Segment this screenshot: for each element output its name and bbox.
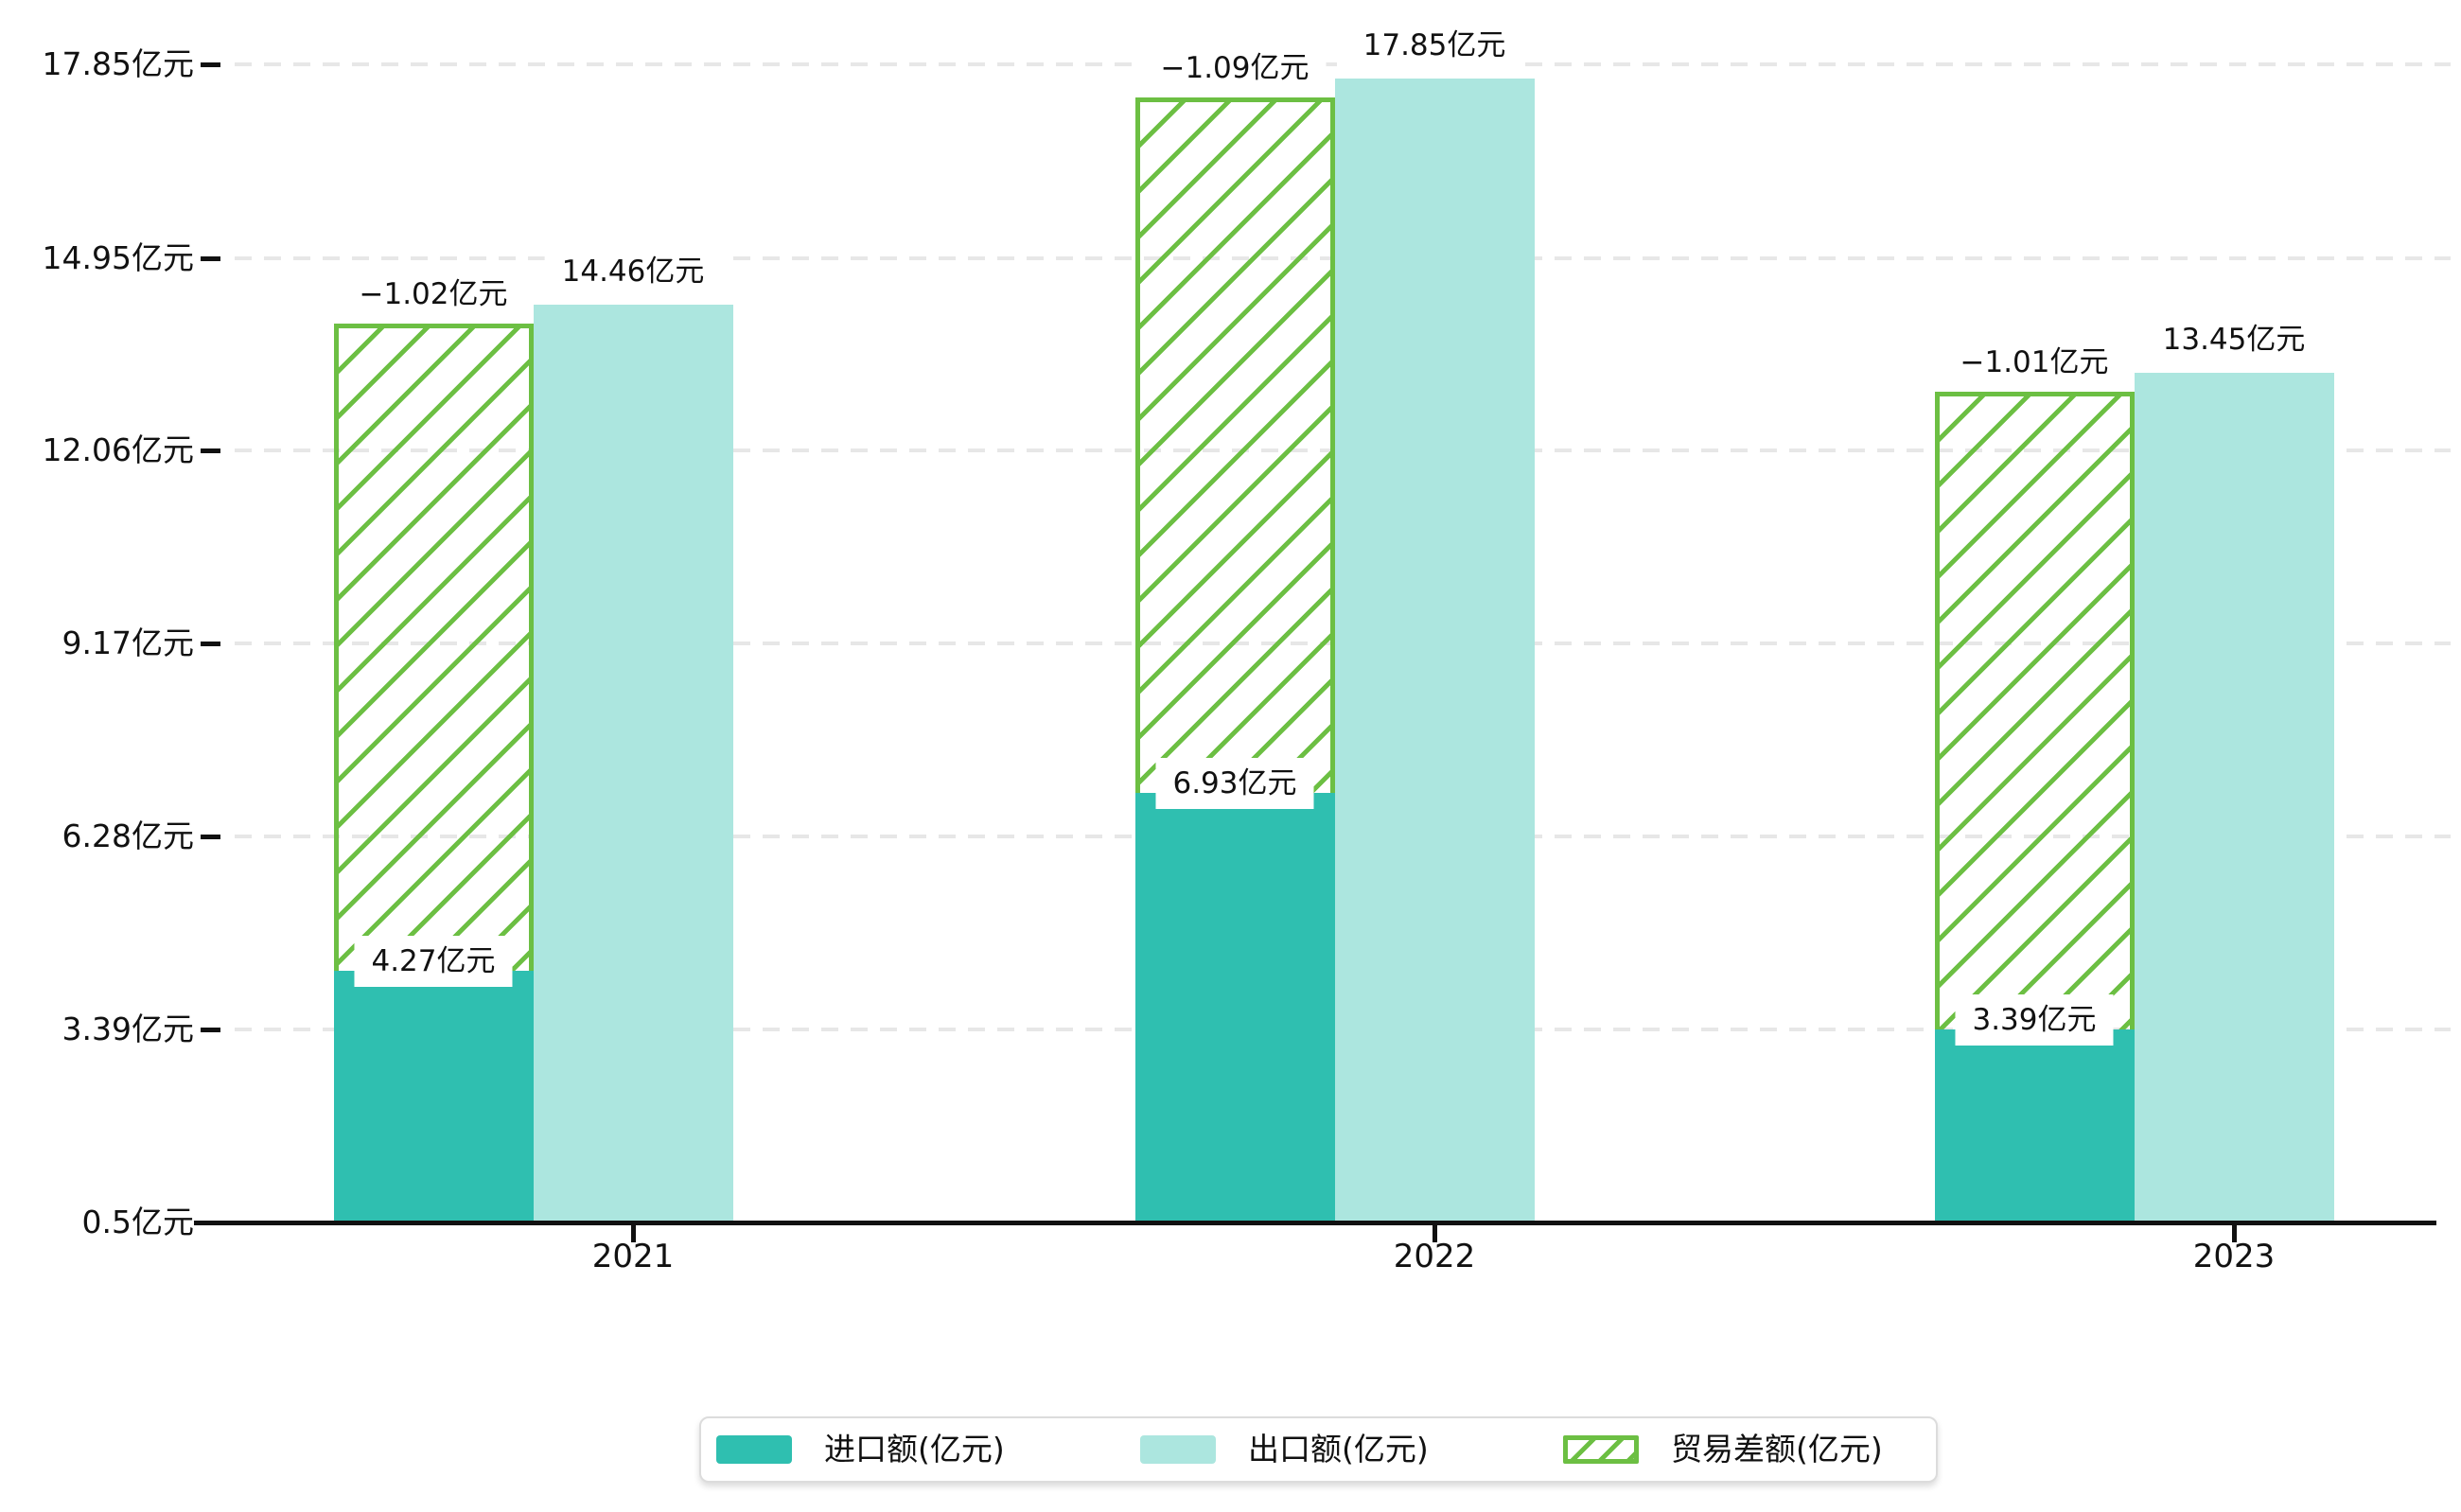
- import-bar-2021[interactable]: [333, 971, 534, 1221]
- x-axis-tick-mark: [631, 1222, 636, 1242]
- x-axis-tick-mark: [1433, 1222, 1437, 1242]
- y-axis-tick-mark: [201, 255, 220, 261]
- y-axis-tick-label: 17.85亿元: [42, 44, 194, 82]
- import-bar-2022[interactable]: [1134, 793, 1335, 1221]
- y-axis-tick-label: 9.17亿元: [62, 624, 194, 662]
- export-bar-2021[interactable]: [533, 305, 733, 1221]
- import-value-label: 3.39亿元: [1955, 994, 2114, 1046]
- x-axis-tick-mark: [2232, 1222, 2237, 1242]
- export-value-label: 13.45亿元: [2145, 313, 2323, 365]
- color-swatch-icon: [716, 1435, 792, 1464]
- y-axis-tick-mark: [201, 835, 220, 840]
- legend-item-trade-balance[interactable]: 贸易差额(亿元): [1563, 1418, 1883, 1481]
- hatched-green-swatch-icon: [1563, 1435, 1639, 1464]
- import-bar-2023[interactable]: [1934, 1029, 2135, 1221]
- trade-balance-value-label: −1.02亿元: [342, 269, 525, 321]
- legend-label: 贸易差额(亿元): [1671, 1431, 1883, 1468]
- y-axis-tick-mark: [201, 642, 220, 647]
- trade-balance-bar-2022[interactable]: [1134, 97, 1335, 794]
- y-axis-tick-mark: [201, 62, 220, 67]
- legend-item-export[interactable]: 出口额(亿元): [1140, 1418, 1429, 1481]
- trade-balance-value-label: −1.09亿元: [1143, 43, 1327, 95]
- gridline: [235, 62, 2451, 66]
- legend-label: 进口额(亿元): [824, 1431, 1005, 1468]
- x-axis-line: [194, 1221, 2436, 1225]
- export-value-label: 17.85亿元: [1345, 20, 1523, 72]
- export-bar-2022[interactable]: [1334, 79, 1535, 1221]
- x-axis-category-label: 2022: [1393, 1238, 1476, 1275]
- x-axis-category-label: 2021: [591, 1238, 675, 1275]
- trade-balance-value-label: −1.01亿元: [1942, 336, 2126, 388]
- import-value-label: 4.27亿元: [354, 936, 513, 988]
- trade-balance-bar-2021[interactable]: [333, 324, 534, 972]
- y-axis-tick-label: 3.39亿元: [62, 1011, 194, 1048]
- export-value-label: 14.46亿元: [544, 246, 722, 298]
- y-axis-tick-mark: [201, 1028, 220, 1033]
- color-swatch-icon: [1140, 1435, 1216, 1464]
- y-axis-tick-label: 14.95亿元: [42, 238, 194, 276]
- legend-label: 出口额(亿元): [1248, 1431, 1429, 1468]
- import-value-label: 6.93亿元: [1155, 758, 1314, 810]
- y-axis-tick-label: 12.06亿元: [42, 431, 194, 469]
- y-axis-tick-label: 0.5亿元: [81, 1204, 194, 1240]
- y-axis-tick-mark: [201, 448, 220, 454]
- y-axis-tick-label: 6.28亿元: [62, 818, 194, 855]
- legend-item-import[interactable]: 进口额(亿元): [716, 1418, 1005, 1481]
- legend: 进口额(亿元) 出口额(亿元) 贸易差额(亿元): [699, 1416, 1938, 1483]
- export-bar-2023[interactable]: [2134, 372, 2334, 1221]
- x-axis-category-label: 2023: [2192, 1238, 2276, 1275]
- trade-balance-bar-2023[interactable]: [1934, 391, 2135, 1030]
